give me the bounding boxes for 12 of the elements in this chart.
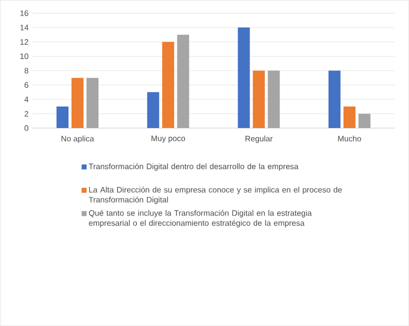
bar bbox=[162, 42, 174, 128]
bar bbox=[343, 106, 356, 128]
bar bbox=[56, 106, 69, 128]
bar bbox=[252, 70, 265, 128]
bar bbox=[86, 78, 98, 128]
bar bbox=[177, 34, 190, 128]
bar bbox=[328, 70, 340, 128]
bar bbox=[268, 70, 280, 128]
bar bbox=[358, 114, 370, 128]
bar bbox=[147, 92, 160, 128]
bar bbox=[238, 28, 250, 128]
bar bbox=[72, 78, 84, 128]
